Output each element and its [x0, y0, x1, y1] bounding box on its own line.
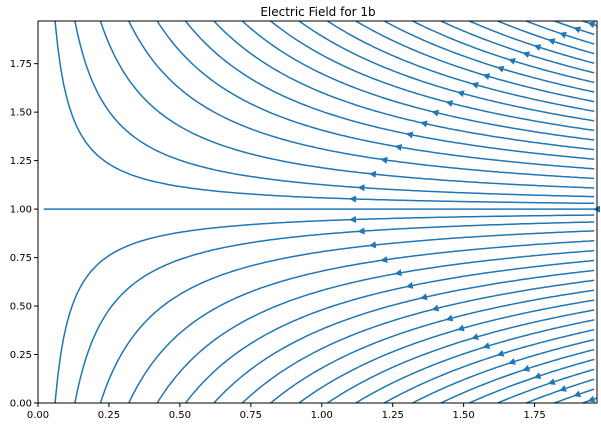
- field-arrow: [559, 385, 567, 392]
- field-arrow: [368, 170, 377, 178]
- field-arrow: [559, 31, 567, 39]
- streamline-lower: [54, 214, 595, 404]
- field-arrow: [573, 26, 582, 34]
- field-arrow: [405, 282, 414, 289]
- y-tick-label: 0.75: [10, 253, 32, 264]
- streamline-lower: [213, 269, 595, 404]
- field-arrow: [405, 131, 414, 139]
- chart-title: Electric Field for 1b: [260, 5, 375, 19]
- x-tick-label: 1.50: [453, 410, 475, 421]
- field-arrow: [456, 324, 465, 332]
- field-arrow: [496, 65, 505, 73]
- y-tick-label: 0.25: [10, 350, 32, 361]
- field-arrow: [380, 156, 388, 164]
- streamline-upper: [128, 20, 595, 180]
- field-arrows: [349, 21, 600, 403]
- streamline-lower: [355, 319, 595, 404]
- streamline-lower: [99, 230, 595, 404]
- field-arrow: [496, 349, 505, 357]
- streamline-lower: [440, 348, 595, 404]
- field-arrow: [357, 184, 365, 192]
- streamline-upper: [469, 20, 595, 64]
- x-tick-label: 0.25: [98, 410, 120, 421]
- field-arrow: [587, 395, 596, 403]
- streamline-lower: [326, 309, 595, 404]
- x-tick-label: 1.00: [311, 410, 333, 421]
- streamline-upper: [270, 20, 595, 132]
- streamline-lower: [128, 239, 595, 404]
- x-tick-label: 1.75: [523, 410, 545, 421]
- field-arrow: [394, 269, 402, 277]
- field-arrow: [482, 73, 491, 81]
- y-axis: 0.00 0.25 0.50 0.75 1.00 1.25 1.50 1.75: [10, 59, 38, 410]
- x-tick-label: 1.25: [382, 410, 404, 421]
- streamline-upper: [327, 20, 595, 112]
- streamline-lower: [525, 378, 595, 404]
- streamline-upper: [355, 20, 595, 103]
- streamline-lower: [412, 338, 595, 404]
- x-tick-label: 0.50: [169, 410, 191, 421]
- streamline-lower: [383, 329, 595, 404]
- streamline-upper: [54, 20, 595, 205]
- field-arrow: [431, 109, 440, 117]
- field-arrow: [419, 120, 428, 128]
- streamline-upper: [298, 20, 595, 122]
- field-arrow: [368, 241, 377, 249]
- streamline-lower: [270, 289, 595, 404]
- streamline-upper: [156, 20, 595, 170]
- streamline-lower: [497, 368, 595, 404]
- field-arrow: [533, 372, 542, 379]
- field-arrow: [547, 38, 556, 45]
- streamline-lower: [468, 358, 595, 404]
- field-arrow: [587, 21, 596, 29]
- streamline-upper: [383, 20, 595, 93]
- field-arrow: [482, 342, 491, 349]
- field-arrow: [445, 100, 454, 107]
- x-tick-label: 0.00: [27, 410, 49, 421]
- y-tick-label: 1.25: [10, 156, 32, 167]
- streamline-lower: [156, 249, 595, 404]
- streamline-upper: [74, 20, 595, 198]
- y-tick-label: 0.50: [10, 302, 32, 313]
- x-axis: 0.00 0.25 0.50 0.75 1.00 1.25 1.50 1.75: [27, 403, 546, 421]
- field-arrow: [471, 81, 479, 89]
- streamline-lower: [185, 259, 595, 404]
- field-arrow: [508, 57, 516, 65]
- streamline-lower: [241, 279, 595, 404]
- y-tick-label: 1.75: [10, 59, 32, 70]
- x-tick-label: 0.75: [240, 410, 262, 421]
- y-tick-label: 1.50: [10, 108, 32, 119]
- field-arrow: [533, 44, 542, 51]
- field-arrow: [380, 256, 388, 264]
- field-arrow: [522, 51, 531, 59]
- streamline-upper: [412, 20, 595, 84]
- field-arrow: [349, 195, 357, 203]
- field-arrow: [420, 293, 428, 301]
- field-arrow: [471, 333, 479, 341]
- y-tick-label: 1.00: [10, 205, 32, 216]
- streamline-lower: [74, 221, 595, 404]
- field-arrow: [522, 364, 531, 372]
- field-arrow: [349, 216, 357, 223]
- field-arrow: [508, 358, 516, 365]
- field-arrow: [445, 314, 454, 322]
- field-arrow: [357, 227, 365, 235]
- field-arrow: [547, 378, 556, 385]
- field-arrow: [431, 304, 440, 312]
- y-tick-label: 0.00: [10, 399, 32, 410]
- plot-frame: [37, 20, 598, 404]
- streamline-upper: [241, 20, 595, 141]
- streamline-upper: [525, 20, 595, 45]
- streamline-upper: [99, 20, 595, 189]
- streamline-upper: [497, 20, 595, 55]
- field-arrow: [573, 390, 582, 398]
- field-arrow: [456, 90, 465, 98]
- streamline-upper: [440, 20, 595, 74]
- streamline-lower: [298, 299, 595, 404]
- streamline-upper: [185, 20, 595, 160]
- streamline-upper: [213, 20, 595, 151]
- field-arrow: [394, 143, 402, 151]
- streamlines: [43, 20, 598, 404]
